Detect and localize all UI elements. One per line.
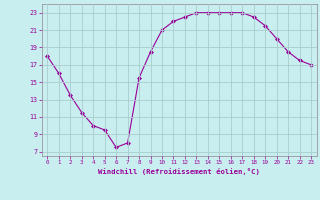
X-axis label: Windchill (Refroidissement éolien,°C): Windchill (Refroidissement éolien,°C) xyxy=(98,168,260,175)
